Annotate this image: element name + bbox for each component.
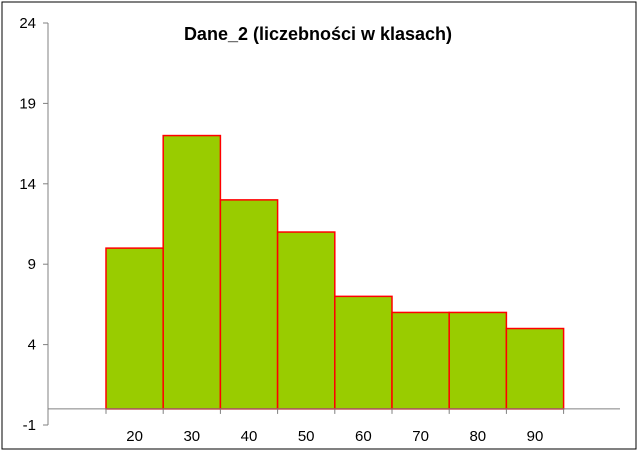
y-tick-label: 4 bbox=[28, 337, 36, 354]
bar-90 bbox=[505, 327, 565, 410]
bar-40 bbox=[219, 199, 279, 410]
bar-20 bbox=[105, 247, 164, 410]
y-tick-label: -1 bbox=[23, 417, 36, 434]
x-tick-label: 60 bbox=[355, 428, 372, 445]
bar-80 bbox=[448, 311, 508, 410]
y-tick-label: 19 bbox=[19, 95, 36, 112]
chart-title: Dane_2 (liczebności w klasach) bbox=[184, 24, 452, 44]
y-tick-label: 9 bbox=[28, 256, 36, 273]
x-tick-label: 90 bbox=[527, 428, 544, 445]
x-tick-label: 80 bbox=[469, 428, 486, 445]
bar-70 bbox=[391, 311, 450, 410]
x-tick-label: 70 bbox=[412, 428, 429, 445]
bar-50 bbox=[276, 231, 336, 410]
x-tick-label: 20 bbox=[126, 428, 143, 445]
y-tick-label: 14 bbox=[19, 176, 36, 193]
bar-60 bbox=[334, 295, 393, 410]
x-tick-label: 30 bbox=[183, 428, 200, 445]
x-tick-label: 40 bbox=[241, 428, 258, 445]
bar-30 bbox=[162, 134, 222, 410]
y-tick-label: 24 bbox=[19, 15, 36, 32]
x-tick-label: 50 bbox=[298, 428, 315, 445]
